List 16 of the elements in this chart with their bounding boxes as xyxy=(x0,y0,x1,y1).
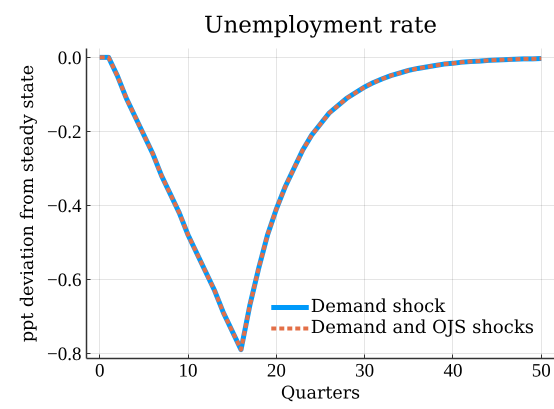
y-tick-label: −0.6 xyxy=(47,270,82,291)
y-tick-label: −0.8 xyxy=(47,344,82,365)
x-tick-label: 0 xyxy=(94,360,104,382)
x-tick-label: 50 xyxy=(532,360,551,382)
y-axis-title: ppt deviation from steady state xyxy=(18,64,38,342)
y-tick-label: 0.0 xyxy=(58,48,82,69)
legend-label: Demand and OJS shocks xyxy=(310,317,534,338)
y-tick-label: −0.2 xyxy=(47,122,82,143)
y-tick-label: −0.4 xyxy=(47,196,82,217)
x-tick-label: 40 xyxy=(443,360,462,382)
x-tick-label: 30 xyxy=(355,360,374,382)
x-tick-label: 20 xyxy=(266,360,286,382)
legend-label: Demand shock xyxy=(310,296,446,317)
chart-title: Unemployment rate xyxy=(204,12,437,38)
x-tick-label: 10 xyxy=(178,360,198,382)
x-axis-title: Quarters xyxy=(280,384,360,404)
